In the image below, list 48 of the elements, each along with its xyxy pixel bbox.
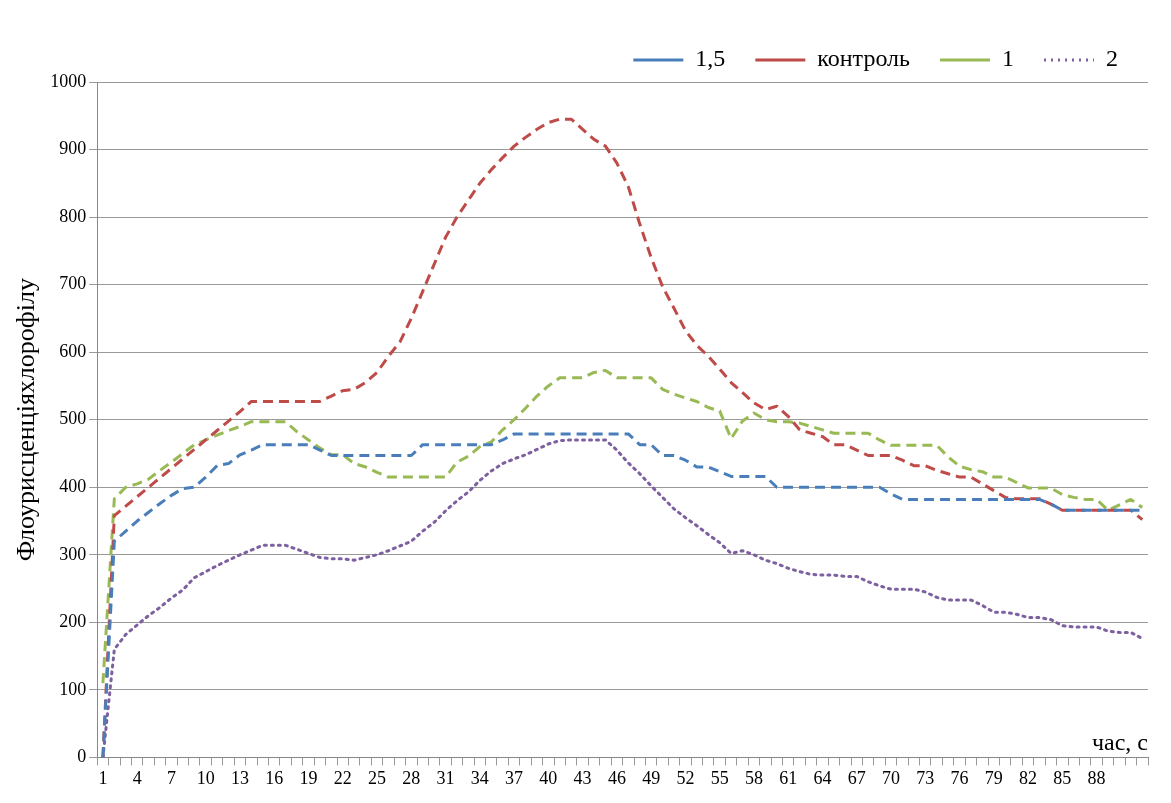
x-tick-label: 34 (470, 767, 489, 788)
legend-label: контроль (817, 45, 911, 72)
x-tick-label: 82 (1019, 767, 1038, 788)
x-tick-label: 52 (676, 767, 695, 788)
x-tick-label: 40 (539, 767, 558, 788)
legend-label: 1 (1002, 45, 1014, 72)
x-tick-label: 58 (744, 767, 763, 788)
x-tick-label: 43 (573, 767, 592, 788)
x-tick-label: 1 (98, 767, 108, 788)
x-tick-label: 7 (166, 767, 176, 788)
x-tick-label: 37 (505, 767, 524, 788)
y-tick-label: 300 (59, 543, 87, 564)
x-tick-label: 79 (984, 767, 1003, 788)
legend-label: 2 (1106, 45, 1118, 72)
x-tick-label: 70 (882, 767, 901, 788)
x-tick-label: 19 (299, 767, 318, 788)
x-tick-label: 73 (916, 767, 935, 788)
x-tick-label: 85 (1053, 767, 1072, 788)
y-tick-label: 1000 (50, 70, 87, 91)
x-tick-label: 16 (265, 767, 284, 788)
y-tick-label: 700 (59, 273, 87, 294)
x-tick-label: 28 (402, 767, 421, 788)
y-tick-label: 500 (59, 408, 87, 429)
x-tick-label: 4 (132, 767, 142, 788)
x-tick-label: 46 (607, 767, 626, 788)
x-tick-label: 31 (436, 767, 455, 788)
x-tick-label: 25 (368, 767, 387, 788)
x-tick-label: 61 (779, 767, 798, 788)
x-tick-label: 55 (710, 767, 729, 788)
x-tick-label: 49 (642, 767, 661, 788)
y-tick-label: 200 (59, 611, 87, 632)
x-tick-label: 10 (196, 767, 215, 788)
x-tick-label: 13 (230, 767, 249, 788)
x-tick-label: 22 (333, 767, 352, 788)
y-axis-title: Флоурисценціяхлорофілу (11, 278, 41, 562)
line-series (101, 368, 1144, 685)
x-axis-title: час, с (1091, 728, 1148, 755)
y-tick-label: 400 (59, 475, 87, 496)
y-tick-label: 0 (77, 746, 87, 767)
x-tick-label: 88 (1087, 767, 1106, 788)
legend-label: 1,5 (695, 45, 726, 72)
x-tick-label: 76 (950, 767, 969, 788)
y-tick-label: 900 (59, 138, 87, 159)
y-tick-label: 100 (59, 678, 87, 699)
x-tick-label: 64 (813, 767, 832, 788)
y-tick-label: 800 (59, 205, 87, 226)
y-tick-label: 600 (59, 340, 87, 361)
x-tick-label: 67 (847, 767, 866, 788)
